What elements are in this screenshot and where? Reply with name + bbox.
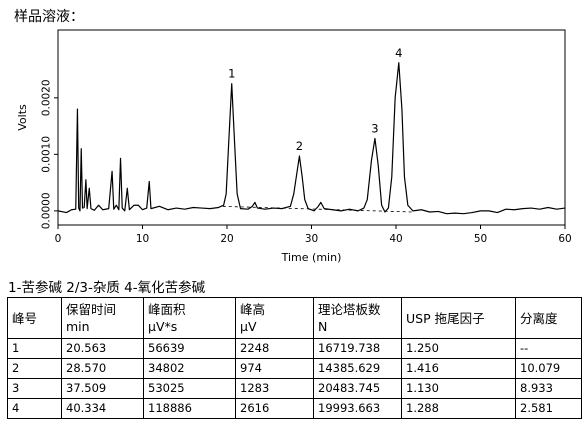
- table-cell: 19993.663: [313, 398, 402, 419]
- y-tick-label: 0.0000: [41, 192, 53, 229]
- table-cell: 974: [235, 358, 314, 379]
- peak-label: 2: [296, 139, 303, 153]
- col-header-theoretical-plates: 理论塔板数 N: [313, 297, 402, 339]
- table-cell: 1.250: [401, 338, 516, 359]
- table-cell: 40.334: [61, 398, 144, 419]
- table-cell: 37.509: [61, 378, 144, 399]
- table-row: 1 20.563 56639 2248 16719.738 1.250 --: [7, 338, 582, 359]
- peaks-legend: 1-苦参碱 2/3-杂质 4-氧化苦参碱: [8, 280, 206, 296]
- table-cell: 1.288: [401, 398, 516, 419]
- table-cell: 14385.629: [313, 358, 402, 379]
- col-header-resolution: 分离度: [515, 297, 582, 339]
- table-cell: 118886: [143, 398, 236, 419]
- chromatogram-chart: 0 10 20 30 40 50 60 0.0000 0.0010 0.0020 Time (min…: [16, 29, 572, 264]
- table-cell: 53025: [143, 378, 236, 399]
- table-cell: 3: [7, 378, 62, 399]
- sample-title: 样品溶液：: [14, 9, 84, 25]
- plot-frame: [57, 29, 566, 226]
- x-tick-label: 20: [220, 233, 233, 245]
- table-cell: 2: [7, 358, 62, 379]
- x-axis-title: Time (min): [281, 251, 342, 264]
- table-cell: 2616: [235, 398, 314, 419]
- series-line: [57, 62, 566, 215]
- x-tick-label: 30: [305, 233, 318, 245]
- col-header-peak-height: 峰高 µV: [235, 297, 314, 339]
- col-header-retention-time: 保留时间 min: [61, 297, 144, 339]
- x-tick-label: 0: [55, 233, 62, 245]
- table-header-row: 峰号 保留时间 min 峰面积 µV*s 峰高 µV 理论塔板数 N USP 拖尾因子 …: [7, 297, 582, 339]
- y-tick-label: 0.0010: [41, 136, 53, 173]
- col-header-usp-tailing: USP 拖尾因子: [401, 297, 516, 339]
- peak-label: 4: [395, 46, 402, 60]
- table-cell: --: [515, 338, 582, 359]
- table-row: 4 40.334 118886 2616 19993.663 1.288 2.5…: [7, 398, 582, 419]
- table-cell: 2248: [235, 338, 314, 359]
- table-cell: 20483.745: [313, 378, 402, 399]
- peak-label: 1: [228, 67, 235, 81]
- table-cell: 28.570: [61, 358, 144, 379]
- table-cell: 4: [7, 398, 62, 419]
- peak-label: 3: [371, 122, 378, 136]
- col-header-peak-no: 峰号: [7, 297, 62, 339]
- table-cell: 20.563: [61, 338, 144, 359]
- x-tick-label: 10: [136, 233, 149, 245]
- x-tick-label: 40: [389, 233, 402, 245]
- table-cell: 56639: [143, 338, 236, 359]
- table-cell: 34802: [143, 358, 236, 379]
- x-tick-label: 50: [474, 233, 487, 245]
- table-row: 3 37.509 53025 1283 20483.745 1.130 8.93…: [7, 378, 582, 399]
- table-cell: 16719.738: [313, 338, 402, 359]
- y-tick-label: 0.0020: [41, 79, 53, 116]
- y-axis-title: Volts: [16, 104, 29, 131]
- table-cell: 1: [7, 338, 62, 359]
- table-cell: 1.130: [401, 378, 516, 399]
- table-cell: 10.079: [515, 358, 582, 379]
- x-tick-label: 60: [558, 233, 571, 245]
- table-cell: 8.933: [515, 378, 582, 399]
- table-cell: 2.581: [515, 398, 582, 419]
- results-table: 峰号 保留时间 min 峰面积 µV*s 峰高 µV 理论塔板数 N USP 拖尾因子 …: [7, 297, 582, 419]
- table-row: 2 28.570 34802 974 14385.629 1.416 10.07…: [7, 358, 582, 379]
- table-cell: 1283: [235, 378, 314, 399]
- col-header-peak-area: 峰面积 µV*s: [143, 297, 236, 339]
- baseline-line: [222, 205, 413, 213]
- table-cell: 1.416: [401, 358, 516, 379]
